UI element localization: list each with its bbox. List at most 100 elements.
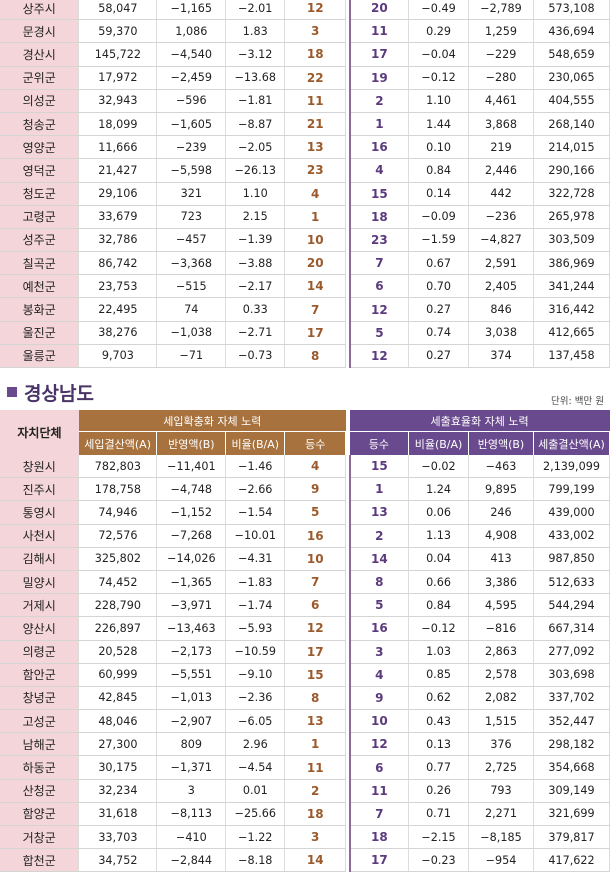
header-expenditure-ratio: 비율(B/A) bbox=[408, 431, 470, 455]
region-name: 청도군 bbox=[0, 182, 80, 206]
expenditure-reflected: 442 bbox=[468, 182, 534, 206]
section-title: 경상남도 bbox=[24, 383, 94, 405]
region-name: 합천군 bbox=[0, 848, 80, 872]
revenue-reflected: −14,026 bbox=[156, 547, 227, 571]
revenue-reflected: −1,038 bbox=[156, 321, 227, 345]
expenditure-settled: 404,555 bbox=[533, 89, 610, 113]
table-row: 의성군 32,943 −596 −1.81 11 2 1.10 4,461 404,555 bbox=[0, 89, 610, 113]
revenue-ratio: −26.13 bbox=[225, 158, 286, 183]
expenditure-reflected: −4,827 bbox=[468, 228, 534, 253]
region-name: 군위군 bbox=[0, 66, 80, 90]
revenue-settled: 27,300 bbox=[78, 732, 158, 757]
expenditure-ratio: −0.23 bbox=[408, 848, 470, 872]
table-row: 봉화군 22,495 74 0.33 7 12 0.27 846 316,442 bbox=[0, 297, 610, 322]
expenditure-rank: 15 bbox=[348, 455, 410, 479]
revenue-ratio: 2.96 bbox=[225, 732, 286, 757]
region-name: 사천시 bbox=[0, 524, 80, 548]
region-name: 고령군 bbox=[0, 205, 80, 229]
revenue-reflected: 1,086 bbox=[156, 19, 227, 44]
expenditure-rank: 13 bbox=[348, 500, 410, 525]
expenditure-reflected: 2,405 bbox=[468, 274, 534, 299]
revenue-settled: 59,370 bbox=[78, 19, 158, 44]
revenue-settled: 32,786 bbox=[78, 228, 158, 253]
table-row: 밀양시 74,452 −1,365 −1.83 7 8 0.66 3,386 512,633 bbox=[0, 570, 610, 595]
expenditure-rank: 16 bbox=[348, 616, 410, 641]
revenue-settled: 17,972 bbox=[78, 66, 158, 90]
expenditure-settled: 214,015 bbox=[533, 135, 610, 160]
expenditure-ratio: 0.66 bbox=[408, 570, 470, 595]
table-row: 군위군 17,972 −2,459 −13.68 22 19 −0.12 −280 230,06… bbox=[0, 66, 610, 90]
expenditure-reflected: −280 bbox=[468, 66, 534, 90]
revenue-rank: 21 bbox=[284, 112, 347, 137]
region-name: 의령군 bbox=[0, 640, 80, 664]
revenue-settled: 226,897 bbox=[78, 616, 158, 641]
column-gap bbox=[345, 524, 350, 548]
table-row: 창원시 782,803 −11,401 −1.46 4 15 −0.02 −463 2,139,… bbox=[0, 455, 610, 479]
expenditure-ratio: 0.14 bbox=[408, 182, 470, 206]
revenue-ratio: −1.83 bbox=[225, 570, 286, 595]
expenditure-settled: 309,149 bbox=[533, 779, 610, 803]
revenue-ratio: −2.71 bbox=[225, 321, 286, 345]
column-gap bbox=[345, 663, 350, 687]
revenue-reflected: −457 bbox=[156, 228, 227, 253]
expenditure-ratio: 0.29 bbox=[408, 19, 470, 44]
revenue-rank: 9 bbox=[284, 477, 347, 502]
expenditure-rank: 7 bbox=[348, 802, 410, 827]
column-gap bbox=[345, 500, 350, 525]
expenditure-reflected: 2,578 bbox=[468, 663, 534, 687]
region-name: 의성군 bbox=[0, 89, 80, 113]
table-row: 산청군 32,234 3 0.01 2 11 0.26 793 309,149 bbox=[0, 779, 610, 803]
revenue-rank: 13 bbox=[284, 135, 347, 160]
expenditure-rank: 23 bbox=[348, 228, 410, 253]
expenditure-rank: 7 bbox=[348, 251, 410, 276]
table-row: 고령군 33,679 723 2.15 1 18 −0.09 −236 265,978 bbox=[0, 205, 610, 229]
expenditure-settled: 298,182 bbox=[533, 732, 610, 757]
expenditure-rank: 15 bbox=[348, 182, 410, 206]
revenue-rank: 18 bbox=[284, 42, 347, 67]
expenditure-settled: 573,108 bbox=[533, 0, 610, 21]
revenue-ratio: −2.36 bbox=[225, 686, 286, 711]
revenue-reflected: −5,551 bbox=[156, 663, 227, 687]
expenditure-ratio: 0.77 bbox=[408, 755, 470, 780]
region-name: 성주군 bbox=[0, 228, 80, 253]
expenditure-settled: 412,665 bbox=[533, 321, 610, 345]
expenditure-settled: 277,092 bbox=[533, 640, 610, 664]
expenditure-rank: 14 bbox=[348, 547, 410, 571]
expenditure-rank: 5 bbox=[348, 593, 410, 618]
table-row: 의령군 20,528 −2,173 −10.59 17 3 1.03 2,863 277,092 bbox=[0, 640, 610, 664]
expenditure-ratio: 0.71 bbox=[408, 802, 470, 827]
expenditure-ratio: 1.13 bbox=[408, 524, 470, 548]
column-gap bbox=[345, 616, 350, 640]
expenditure-rank: 5 bbox=[348, 321, 410, 345]
revenue-reflected: −11,401 bbox=[156, 455, 227, 479]
expenditure-rank: 18 bbox=[348, 205, 410, 229]
expenditure-rank: 20 bbox=[348, 0, 410, 21]
column-gap bbox=[345, 0, 350, 20]
expenditure-ratio: 0.13 bbox=[408, 732, 470, 757]
table-row: 통영시 74,946 −1,152 −1.54 5 13 0.06 246 439,000 bbox=[0, 500, 610, 525]
revenue-settled: 48,046 bbox=[78, 709, 158, 734]
expenditure-rank: 4 bbox=[348, 663, 410, 687]
expenditure-reflected: 2,082 bbox=[468, 686, 534, 711]
expenditure-settled: 354,668 bbox=[533, 755, 610, 780]
revenue-rank: 23 bbox=[284, 158, 347, 183]
revenue-ratio: −1.74 bbox=[225, 593, 286, 618]
header-revenue-reflected: 반영액(B) bbox=[156, 431, 227, 455]
expenditure-rank: 12 bbox=[348, 732, 410, 757]
expenditure-ratio: 0.26 bbox=[408, 779, 470, 803]
region-name: 청송군 bbox=[0, 112, 80, 137]
table-row: 문경시 59,370 1,086 1.83 3 11 0.29 1,259 436,694 bbox=[0, 19, 610, 44]
revenue-rank: 18 bbox=[284, 802, 347, 827]
expenditure-ratio: 0.74 bbox=[408, 321, 470, 345]
expenditure-rank: 10 bbox=[348, 709, 410, 734]
revenue-reflected: −8,113 bbox=[156, 802, 227, 827]
expenditure-settled: 322,728 bbox=[533, 182, 610, 206]
expenditure-reflected: −816 bbox=[468, 616, 534, 641]
header-revenue-ratio: 비율(B/A) bbox=[225, 431, 286, 455]
revenue-rank: 12 bbox=[284, 0, 347, 21]
expenditure-settled: 436,694 bbox=[533, 19, 610, 44]
table-row: 창녕군 42,845 −1,013 −2.36 8 9 0.62 2,082 337,702 bbox=[0, 686, 610, 711]
expenditure-reflected: 4,461 bbox=[468, 89, 534, 113]
column-gap bbox=[345, 19, 350, 43]
header-expenditure-settled: 세출결산액(A) bbox=[533, 431, 610, 455]
